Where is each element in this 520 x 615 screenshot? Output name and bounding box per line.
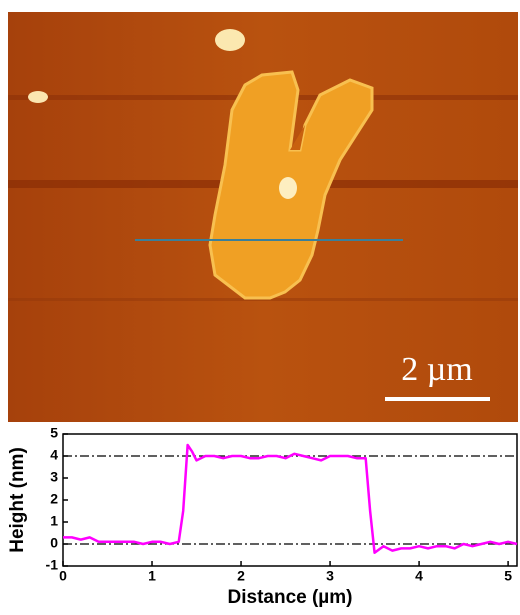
y-tick-label: 1: [50, 513, 58, 529]
y-tick-label: 0: [50, 535, 58, 551]
y-tick-label: 5: [50, 425, 58, 441]
y-tick-label: -1: [46, 557, 59, 573]
particle: [279, 177, 297, 199]
scale-bar-label: 2 µm: [401, 351, 473, 388]
x-tick-label: 5: [504, 568, 512, 584]
y-axis-title: Height (nm): [7, 447, 28, 553]
afm-image: 2 µm: [8, 12, 518, 422]
particle: [215, 29, 245, 51]
x-axis-title: Distance (µm): [228, 587, 353, 608]
x-tick-label: 4: [415, 568, 423, 584]
particle: [28, 91, 48, 103]
x-tick-label: 0: [59, 568, 67, 584]
x-tick-label: 2: [237, 568, 245, 584]
x-tick-label: 3: [326, 568, 334, 584]
y-tick-label: 3: [50, 469, 58, 485]
y-tick-label: 4: [50, 447, 58, 463]
x-tick-label: 1: [148, 568, 156, 584]
flake-gap: [290, 125, 305, 150]
height-profile: [63, 443, 518, 555]
y-tick-label: 2: [50, 491, 58, 507]
